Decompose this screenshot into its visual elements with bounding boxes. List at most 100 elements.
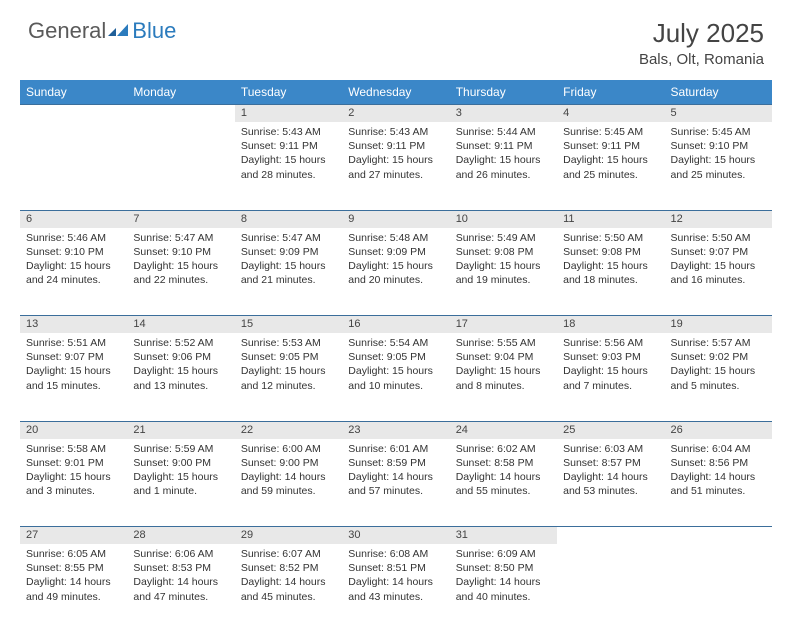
day-content: Sunrise: 5:57 AMSunset: 9:02 PMDaylight:… [665,333,772,421]
sunset-line: Sunset: 9:10 PM [133,245,228,259]
sunset-line: Sunset: 8:57 PM [563,456,658,470]
daylight-line: Daylight: 15 hours and 1 minute. [133,470,228,498]
daylight-line: Daylight: 15 hours and 7 minutes. [563,364,658,392]
sunset-line: Sunset: 9:08 PM [563,245,658,259]
sunset-line: Sunset: 9:09 PM [241,245,336,259]
day-header: Monday [127,80,234,105]
daylight-line: Daylight: 14 hours and 49 minutes. [26,575,121,603]
daylight-line: Daylight: 15 hours and 3 minutes. [26,470,121,498]
day-number: 16 [342,316,449,334]
day-number: 22 [235,421,342,439]
day-number: 24 [450,421,557,439]
sunrise-line: Sunrise: 5:54 AM [348,336,443,350]
day-number: 26 [665,421,772,439]
day-number: 23 [342,421,449,439]
sunset-line: Sunset: 8:58 PM [456,456,551,470]
daylight-line: Daylight: 14 hours and 47 minutes. [133,575,228,603]
sunset-line: Sunset: 8:56 PM [671,456,766,470]
day-content: Sunrise: 5:53 AMSunset: 9:05 PMDaylight:… [235,333,342,421]
sunset-line: Sunset: 8:52 PM [241,561,336,575]
day-number: 1 [235,105,342,123]
logo-text-general: General [28,18,106,44]
day-content: Sunrise: 6:05 AMSunset: 8:55 PMDaylight:… [20,544,127,632]
day-content: Sunrise: 6:00 AMSunset: 9:00 PMDaylight:… [235,439,342,527]
day-content: Sunrise: 5:45 AMSunset: 9:11 PMDaylight:… [557,122,664,210]
daylight-line: Daylight: 14 hours and 59 minutes. [241,470,336,498]
daylight-line: Daylight: 15 hours and 25 minutes. [563,153,658,181]
sunset-line: Sunset: 9:07 PM [671,245,766,259]
sunset-line: Sunset: 9:11 PM [348,139,443,153]
sunset-line: Sunset: 9:10 PM [26,245,121,259]
daylight-line: Daylight: 15 hours and 16 minutes. [671,259,766,287]
sunrise-line: Sunrise: 6:07 AM [241,547,336,561]
sunrise-line: Sunrise: 5:51 AM [26,336,121,350]
calendar-table: SundayMondayTuesdayWednesdayThursdayFrid… [20,80,772,632]
day-header: Wednesday [342,80,449,105]
sunset-line: Sunset: 9:11 PM [563,139,658,153]
sunrise-line: Sunrise: 5:47 AM [241,231,336,245]
sunrise-line: Sunrise: 6:03 AM [563,442,658,456]
day-number: 12 [665,210,772,228]
daylight-line: Daylight: 15 hours and 12 minutes. [241,364,336,392]
day-content: Sunrise: 5:58 AMSunset: 9:01 PMDaylight:… [20,439,127,527]
empty-cell [127,122,234,210]
daylight-line: Daylight: 15 hours and 21 minutes. [241,259,336,287]
day-number: 21 [127,421,234,439]
sunrise-line: Sunrise: 5:43 AM [241,125,336,139]
day-content: Sunrise: 5:52 AMSunset: 9:06 PMDaylight:… [127,333,234,421]
day-content: Sunrise: 5:50 AMSunset: 9:08 PMDaylight:… [557,228,664,316]
day-content: Sunrise: 5:48 AMSunset: 9:09 PMDaylight:… [342,228,449,316]
sunrise-line: Sunrise: 5:58 AM [26,442,121,456]
day-number: 2 [342,105,449,123]
sunrise-line: Sunrise: 5:55 AM [456,336,551,350]
sunrise-line: Sunrise: 5:48 AM [348,231,443,245]
sunset-line: Sunset: 8:51 PM [348,561,443,575]
sunrise-line: Sunrise: 5:52 AM [133,336,228,350]
day-number: 30 [342,527,449,545]
day-number: 28 [127,527,234,545]
daylight-line: Daylight: 14 hours and 45 minutes. [241,575,336,603]
day-content: Sunrise: 5:55 AMSunset: 9:04 PMDaylight:… [450,333,557,421]
sunrise-line: Sunrise: 6:06 AM [133,547,228,561]
day-content: Sunrise: 6:04 AMSunset: 8:56 PMDaylight:… [665,439,772,527]
sunset-line: Sunset: 8:53 PM [133,561,228,575]
day-content: Sunrise: 6:02 AMSunset: 8:58 PMDaylight:… [450,439,557,527]
sunset-line: Sunset: 9:00 PM [241,456,336,470]
sunrise-line: Sunrise: 5:45 AM [563,125,658,139]
day-content: Sunrise: 5:54 AMSunset: 9:05 PMDaylight:… [342,333,449,421]
day-content: Sunrise: 6:01 AMSunset: 8:59 PMDaylight:… [342,439,449,527]
day-number: 10 [450,210,557,228]
daylight-line: Daylight: 15 hours and 25 minutes. [671,153,766,181]
day-number: 3 [450,105,557,123]
day-number: 19 [665,316,772,334]
sunset-line: Sunset: 8:59 PM [348,456,443,470]
day-body-row: Sunrise: 5:46 AMSunset: 9:10 PMDaylight:… [20,228,772,316]
day-body-row: Sunrise: 5:58 AMSunset: 9:01 PMDaylight:… [20,439,772,527]
sunset-line: Sunset: 9:10 PM [671,139,766,153]
daylight-line: Daylight: 15 hours and 15 minutes. [26,364,121,392]
day-number: 17 [450,316,557,334]
sunrise-line: Sunrise: 5:59 AM [133,442,228,456]
sunrise-line: Sunrise: 5:49 AM [456,231,551,245]
sunrise-line: Sunrise: 6:01 AM [348,442,443,456]
day-number: 9 [342,210,449,228]
day-content: Sunrise: 5:49 AMSunset: 9:08 PMDaylight:… [450,228,557,316]
day-number-row: 6789101112 [20,210,772,228]
sunset-line: Sunset: 9:05 PM [348,350,443,364]
day-number: 18 [557,316,664,334]
sunrise-line: Sunrise: 6:00 AM [241,442,336,456]
sunrise-line: Sunrise: 5:50 AM [563,231,658,245]
daylight-line: Daylight: 15 hours and 5 minutes. [671,364,766,392]
day-number: 15 [235,316,342,334]
sunset-line: Sunset: 9:08 PM [456,245,551,259]
daylight-line: Daylight: 14 hours and 40 minutes. [456,575,551,603]
day-number: 7 [127,210,234,228]
empty-cell [557,527,664,545]
day-header: Saturday [665,80,772,105]
empty-cell [127,105,234,123]
day-content: Sunrise: 5:47 AMSunset: 9:10 PMDaylight:… [127,228,234,316]
sunrise-line: Sunrise: 5:53 AM [241,336,336,350]
daylight-line: Daylight: 15 hours and 24 minutes. [26,259,121,287]
sunrise-line: Sunrise: 6:05 AM [26,547,121,561]
daylight-line: Daylight: 14 hours and 51 minutes. [671,470,766,498]
